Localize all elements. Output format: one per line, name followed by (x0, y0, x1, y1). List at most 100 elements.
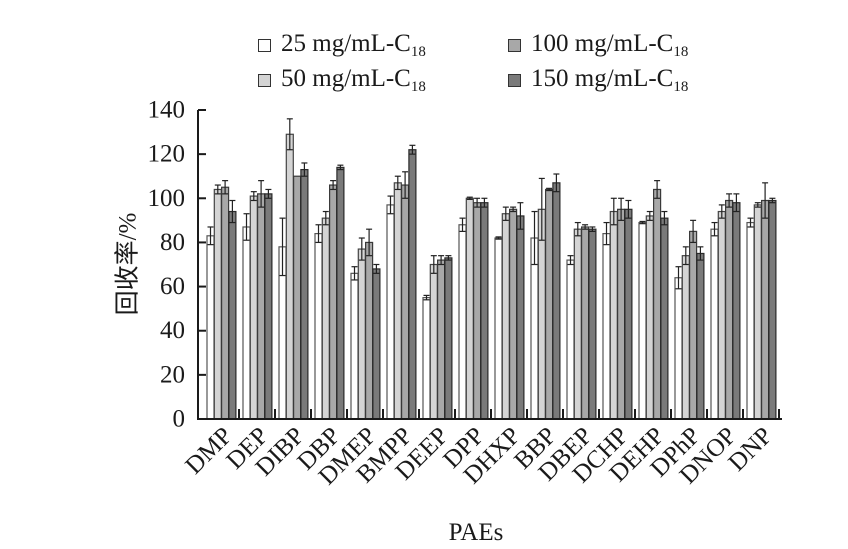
bar (509, 208, 518, 420)
bar-group-deep (422, 255, 453, 420)
y-tick-label: 120 (148, 141, 186, 168)
bar (365, 241, 374, 420)
bar (465, 197, 474, 420)
bar (732, 202, 741, 420)
bar (221, 186, 230, 420)
legend-item-50: 50 mg/mL-C18 (258, 65, 426, 96)
y-tick-label: 40 (160, 317, 185, 344)
legend-label-25: 25 mg/mL-C18 (281, 30, 426, 60)
bars-layer (206, 118, 777, 420)
bar (401, 184, 410, 420)
y-tick-label: 20 (160, 361, 185, 388)
bar (544, 188, 554, 420)
bar (552, 182, 561, 420)
bar (638, 221, 647, 420)
x-ticks: DMPDEPDIBPDBPDMEPBMPPDEEPDPPDHXPBBPDBEPD… (180, 409, 780, 490)
bar-group-dep (242, 180, 273, 420)
bar (580, 226, 590, 420)
bar-group-dbep (566, 221, 597, 420)
bar (336, 166, 345, 420)
bar (602, 233, 611, 420)
bar (321, 217, 330, 420)
bar (350, 272, 359, 420)
bar (293, 175, 302, 420)
axes-layer (197, 110, 782, 420)
bar-group-dpp (458, 196, 489, 420)
bar (386, 204, 395, 420)
bar-group-dhxp (494, 202, 525, 420)
legend-label-100: 100 mg/mL-C18 (531, 30, 689, 60)
bar-group-bbp (530, 173, 561, 420)
legend-item-25: 25 mg/mL-C18 (258, 30, 426, 61)
bar-group-dbp (314, 164, 345, 420)
bar (206, 235, 215, 420)
bar-group-dmep (350, 228, 381, 420)
bar (264, 193, 273, 420)
bar (652, 188, 662, 420)
bar (300, 168, 309, 420)
bar (473, 202, 482, 420)
bar (372, 268, 381, 420)
y-tick-label: 140 (148, 97, 186, 124)
bar (674, 277, 683, 420)
legend-swatch-50 (258, 74, 271, 87)
legend-swatch-150 (508, 74, 521, 87)
legend-label-150: 150 mg/mL-C18 (531, 65, 689, 95)
y-tick-label: 100 (148, 185, 186, 212)
x-axis-title: PAEs (449, 519, 504, 546)
bar (437, 259, 446, 420)
bar (566, 259, 575, 420)
y-tick-label: 80 (160, 229, 185, 256)
bar (458, 224, 467, 420)
bar-group-dibp (278, 118, 309, 420)
legend-swatch-100 (508, 39, 521, 52)
bar (516, 215, 525, 420)
bar (753, 204, 762, 420)
bar (213, 188, 222, 420)
bar (228, 210, 237, 420)
legend-swatch-25 (258, 39, 271, 52)
y-tick-label: 60 (160, 273, 185, 300)
bar (393, 182, 402, 420)
bar (688, 230, 698, 420)
bar (530, 237, 539, 420)
bar (616, 208, 626, 420)
bar (444, 257, 453, 420)
bar (329, 184, 338, 420)
bar (249, 195, 258, 420)
bar (760, 199, 770, 420)
bar (573, 228, 582, 420)
bar (257, 193, 266, 420)
bar (717, 210, 726, 420)
bar (408, 149, 417, 420)
bar (681, 255, 690, 420)
bar (645, 215, 654, 420)
bar-group-dphp (674, 219, 705, 420)
bar (494, 237, 503, 420)
bar (696, 252, 705, 420)
y-ticks: 0 20 40 60 80 100 120 140 (148, 97, 206, 433)
bar-group-dchp (602, 197, 633, 420)
bar (429, 263, 438, 420)
bar-group-dnp (746, 182, 777, 420)
bar (660, 217, 669, 420)
bar (588, 228, 597, 420)
bar (285, 133, 294, 420)
bar-group-bmpp (386, 144, 417, 420)
bar (710, 228, 719, 420)
bar (422, 297, 431, 420)
bar-group-dmp (206, 180, 237, 420)
bar-group-dnop (710, 193, 741, 420)
y-tick-label: 0 (173, 406, 186, 433)
bar (357, 248, 366, 420)
legend-item-150: 150 mg/mL-C18 (508, 65, 688, 96)
bar (768, 199, 777, 420)
bar (242, 226, 251, 420)
bar (609, 210, 618, 420)
bar-group-dehp (638, 180, 669, 420)
bar (724, 199, 734, 420)
y-axis-title: 回收率/% (114, 213, 142, 316)
bar (624, 208, 633, 420)
bar (314, 233, 323, 420)
